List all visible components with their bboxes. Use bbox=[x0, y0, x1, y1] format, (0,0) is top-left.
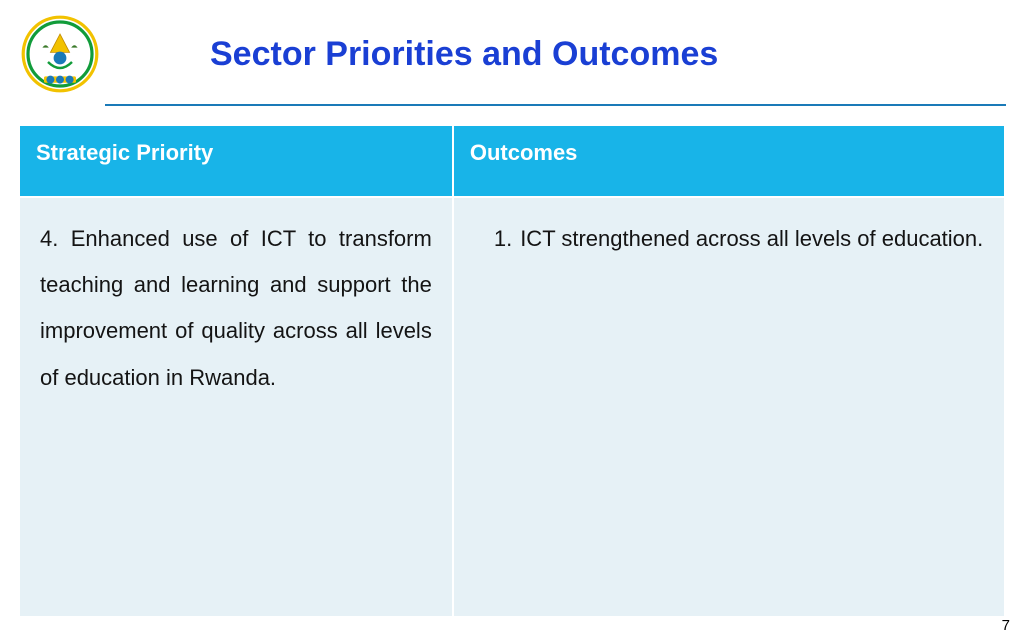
outcome-text: ICT strengthened across all levels of ed… bbox=[520, 216, 983, 262]
outcome-number: 1. bbox=[494, 216, 512, 262]
col-header-outcomes: Outcomes bbox=[453, 125, 1005, 197]
slide-header: Sector Priorities and Outcomes bbox=[0, 0, 1024, 104]
slide-title: Sector Priorities and Outcomes bbox=[210, 35, 718, 74]
priority-cell: 4. Enhanced use of ICT to transform teac… bbox=[19, 197, 453, 617]
title-underline bbox=[105, 104, 1006, 106]
page-number: 7 bbox=[1002, 617, 1010, 634]
table-row: 4. Enhanced use of ICT to transform teac… bbox=[19, 197, 1005, 617]
col-header-priority: Strategic Priority bbox=[19, 125, 453, 197]
outcome-cell: 1. ICT strengthened across all levels of… bbox=[453, 197, 1005, 617]
priorities-table: Strategic Priority Outcomes 4. Enhanced … bbox=[18, 124, 1006, 618]
table-header-row: Strategic Priority Outcomes bbox=[19, 125, 1005, 197]
rwanda-coat-of-arms-logo bbox=[20, 14, 100, 94]
outcome-item: 1. ICT strengthened across all levels of… bbox=[474, 216, 984, 262]
priorities-table-container: Strategic Priority Outcomes 4. Enhanced … bbox=[18, 124, 1006, 618]
